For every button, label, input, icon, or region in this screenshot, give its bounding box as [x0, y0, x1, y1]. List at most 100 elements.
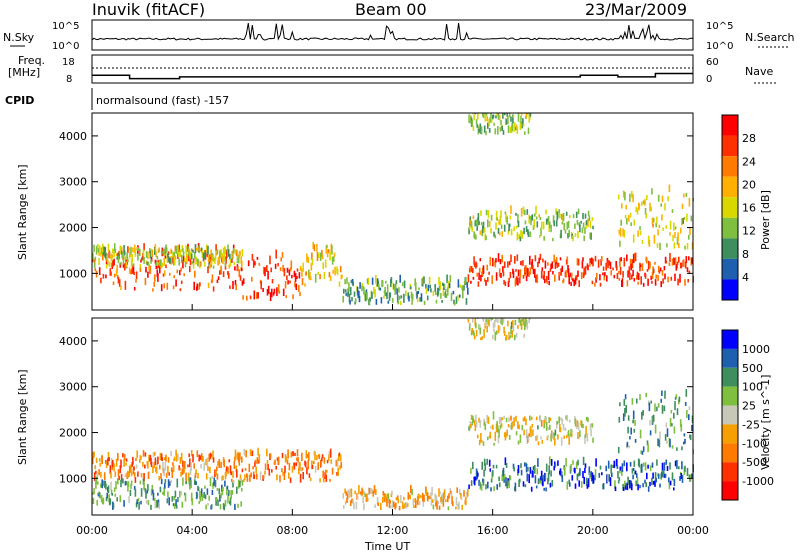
data-cell [313, 244, 316, 251]
data-cell [536, 434, 539, 441]
data-cell [487, 210, 490, 219]
data-cell [492, 464, 495, 469]
data-cell [490, 318, 492, 322]
data-cell [678, 466, 680, 470]
data-cell [483, 278, 486, 282]
data-cell [475, 262, 478, 268]
data-cell [486, 325, 488, 333]
data-cell [480, 222, 483, 226]
data-cell [470, 280, 472, 284]
data-cell [98, 258, 100, 265]
data-cell [547, 472, 550, 482]
data-cell [390, 504, 392, 509]
data-cell [195, 469, 197, 474]
data-cell [211, 274, 214, 283]
data-cell [522, 118, 524, 125]
data-cell [618, 416, 621, 423]
data-cell [587, 218, 589, 227]
x-tick-label: 08:00 [276, 524, 308, 537]
data-cell [561, 474, 564, 482]
data-cell [95, 480, 97, 489]
data-cell [210, 504, 213, 509]
data-cell [660, 398, 662, 403]
data-cell [234, 248, 237, 255]
data-cell [568, 479, 570, 485]
data-cell [380, 503, 382, 510]
data-cell [391, 298, 394, 303]
data-cell [540, 227, 542, 236]
data-cell [95, 245, 98, 255]
data-cell [577, 258, 580, 266]
freq-panel: Freq. [MHz] 18 8 60 0 Nave [8, 54, 776, 85]
data-cell [211, 489, 214, 495]
data-cell [134, 488, 137, 497]
data-cell [655, 477, 657, 483]
data-cell [565, 434, 568, 438]
data-cell [287, 449, 289, 459]
x-tick-label: 12:00 [377, 524, 409, 537]
data-cell [548, 280, 550, 286]
data-cell [669, 220, 672, 230]
data-cell [95, 270, 98, 278]
data-cell [522, 206, 525, 215]
data-cell [501, 474, 503, 481]
data-cell [95, 457, 98, 464]
data-cell [389, 500, 391, 504]
data-cell [482, 318, 485, 322]
data-cell [326, 469, 328, 473]
data-cell [149, 265, 152, 274]
data-cell [145, 251, 148, 258]
data-cell [116, 497, 118, 502]
data-cell [105, 483, 107, 490]
data-cell [512, 270, 515, 278]
data-cell [548, 465, 550, 475]
data-cell [478, 128, 480, 133]
data-cell [482, 225, 484, 234]
data-cell [690, 215, 693, 222]
data-cell [306, 253, 308, 263]
data-cell [173, 251, 175, 261]
data-cell [510, 116, 512, 122]
data-cell [132, 263, 135, 273]
freq-panel-frame [91, 54, 694, 84]
data-cell [253, 474, 256, 480]
data-cell [224, 258, 227, 268]
data-cell [585, 425, 587, 435]
data-cell [194, 244, 197, 254]
data-cell [201, 494, 204, 501]
data-cell [518, 234, 520, 240]
data-cell [107, 451, 110, 459]
data-cell [507, 320, 509, 327]
data-cell [194, 472, 197, 479]
data-cell [133, 486, 136, 490]
data-cell [214, 259, 216, 264]
colorbar-swatch [722, 462, 738, 482]
data-cell [584, 433, 587, 438]
data-cell [232, 480, 235, 484]
data-cell [642, 462, 645, 467]
data-cell [221, 476, 223, 481]
data-cell [503, 261, 506, 269]
colorbar-tick-label: 12 [742, 225, 756, 238]
data-cell [375, 298, 378, 305]
data-cell [145, 500, 148, 504]
data-cell [185, 481, 187, 485]
data-cell [589, 423, 592, 431]
data-cell [331, 467, 334, 475]
data-cell [288, 269, 291, 276]
data-cell [314, 273, 317, 283]
data-cell [576, 473, 579, 481]
data-cell [532, 466, 535, 471]
data-cell [317, 462, 319, 470]
data-cell [389, 292, 391, 298]
data-cell [673, 242, 676, 249]
data-cell [182, 460, 184, 468]
velocity-ylabel: Slant Range [km] [16, 369, 29, 465]
data-cell [640, 276, 642, 285]
data-cell [592, 258, 594, 267]
data-cell [97, 492, 100, 497]
data-cell [354, 490, 356, 495]
data-cell [472, 276, 475, 280]
data-cell [173, 496, 175, 501]
data-cell [688, 197, 691, 207]
